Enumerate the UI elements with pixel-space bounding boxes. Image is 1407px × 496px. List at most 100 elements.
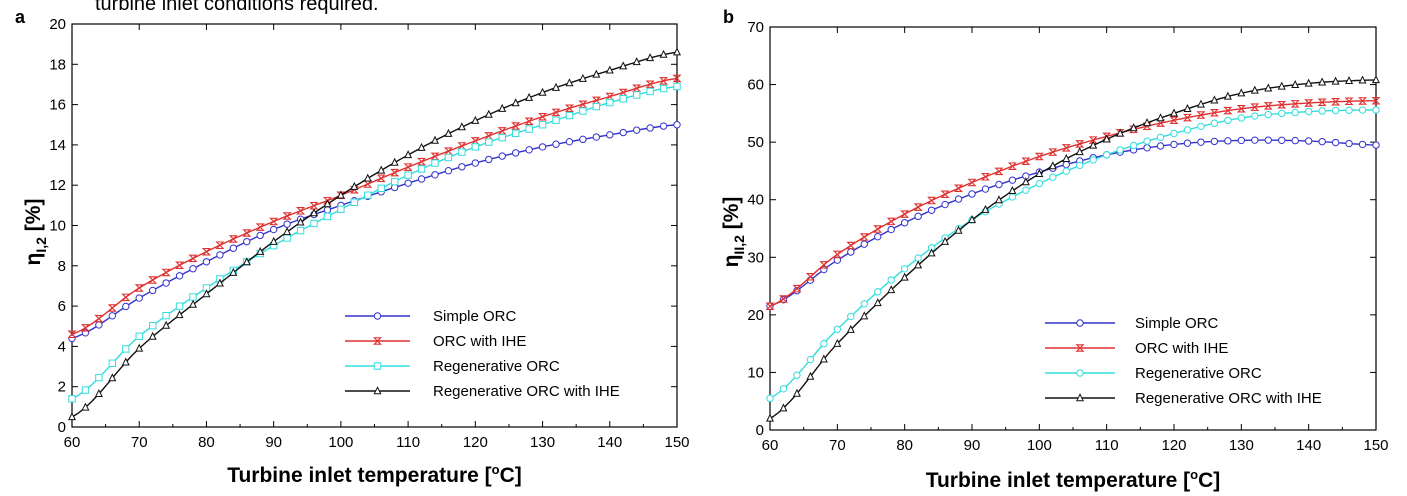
data-point: [443, 147, 453, 155]
y-tick-label: 10: [49, 218, 66, 235]
data-point: [188, 299, 198, 308]
x-tick-label: 70: [829, 437, 846, 454]
data-point: [108, 373, 117, 382]
data-point: [256, 231, 264, 240]
series-line: [71, 77, 678, 335]
x-tick-label: 130: [530, 434, 555, 451]
legend-label: Regenerative ORC with IHE: [433, 383, 620, 400]
data-point: [980, 173, 990, 181]
data-point: [1048, 161, 1057, 170]
data-point: [1358, 140, 1367, 149]
data-point: [806, 371, 815, 380]
data-point: [606, 98, 614, 107]
data-point: [1236, 105, 1246, 113]
series-regenerative-orc: [766, 106, 1380, 403]
x-tick-label: 110: [1095, 437, 1119, 454]
data-point: [1331, 106, 1340, 115]
series-line: [71, 51, 678, 418]
series-simple-orc: [766, 136, 1380, 310]
data-point: [981, 185, 990, 193]
data-point: [283, 227, 292, 236]
data-point: [887, 225, 895, 234]
x-tick-label: 120: [1161, 437, 1186, 454]
series-regenerative-orc-with-ihe: [67, 47, 682, 421]
data-point: [1196, 111, 1206, 119]
data-point: [162, 279, 170, 287]
data-point: [498, 133, 506, 142]
data-point: [820, 339, 828, 348]
data-point: [927, 248, 936, 257]
data-point: [900, 210, 910, 218]
data-point: [619, 61, 628, 70]
data-point: [619, 128, 627, 137]
data-point: [135, 294, 143, 302]
data-point: [1210, 95, 1219, 104]
data-point: [122, 302, 130, 311]
legend-label: Simple ORC: [1135, 315, 1219, 332]
data-point: [1035, 179, 1044, 188]
data-point: [175, 261, 185, 270]
data-point: [283, 220, 291, 228]
data-point: [188, 254, 198, 263]
data-point: [81, 402, 90, 411]
y-axis-label: ηII,2 [%]: [720, 197, 747, 268]
data-point: [67, 330, 77, 339]
data-point: [605, 65, 614, 74]
data-point: [1250, 85, 1259, 94]
y-tick-label: 40: [747, 192, 764, 209]
data-point: [1061, 144, 1071, 152]
y-tick-label: 14: [49, 137, 66, 154]
data-point: [592, 102, 601, 111]
data-point: [430, 135, 440, 144]
legend-marker: [373, 386, 382, 395]
data-point: [134, 284, 144, 292]
data-point: [967, 215, 977, 224]
data-point: [1156, 142, 1165, 150]
data-point: [646, 53, 655, 62]
panel-b: 60 70 80 90 100 110 120 130 140 150 0 10 20 30 40 50 60 7…: [720, 7, 1389, 492]
data-point: [672, 47, 682, 56]
series-line: [71, 124, 678, 339]
data-point: [1372, 141, 1380, 149]
data-point: [778, 295, 788, 303]
data-point: [1372, 106, 1380, 114]
data-point: [659, 77, 669, 85]
data-point: [873, 225, 883, 233]
data-point: [269, 217, 279, 226]
legend-label: Simple ORC: [433, 308, 517, 325]
data-point: [1345, 139, 1353, 148]
data-point: [161, 268, 171, 277]
data-point: [485, 155, 493, 164]
data-point: [914, 254, 922, 262]
legend-label: Regenerative ORC with IHE: [1135, 390, 1322, 407]
data-point: [1116, 128, 1125, 137]
legend-label: Regenerative ORC: [1135, 365, 1262, 382]
data-point: [282, 212, 292, 220]
data-point: [954, 195, 963, 203]
data-point: [242, 229, 252, 237]
data-point: [202, 289, 211, 298]
data-point: [390, 168, 400, 177]
data-point: [309, 208, 319, 217]
legend-label: ORC with IHE: [1135, 340, 1228, 357]
series-orc-with-ihe: [765, 96, 1381, 310]
data-point: [269, 225, 278, 234]
x-tick-label: 100: [1027, 437, 1052, 454]
series-orc-with-ihe: [67, 74, 682, 339]
legend-marker: [1076, 369, 1084, 377]
data-point: [1034, 152, 1044, 161]
data-point: [403, 163, 413, 171]
data-point: [135, 332, 143, 341]
data-point: [900, 265, 909, 273]
data-point: [1102, 151, 1111, 159]
data-point: [1129, 141, 1138, 150]
data-point: [1008, 186, 1017, 195]
data-point: [68, 395, 76, 403]
data-point: [1183, 126, 1192, 134]
data-point: [538, 121, 547, 129]
data-point: [981, 204, 990, 213]
data-point: [1008, 176, 1017, 184]
data-point: [1344, 97, 1354, 106]
data-point: [457, 122, 466, 131]
